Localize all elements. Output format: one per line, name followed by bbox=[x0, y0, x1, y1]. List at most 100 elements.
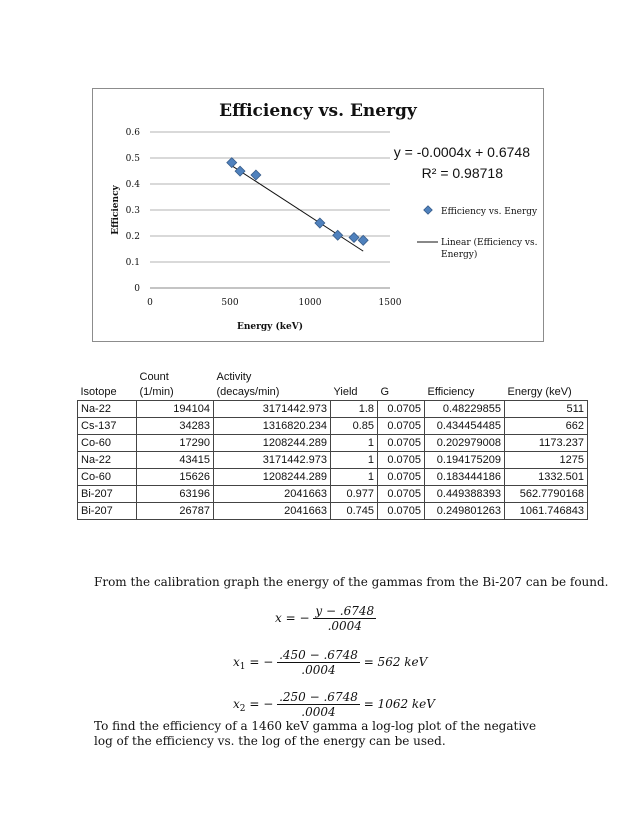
data-point bbox=[250, 169, 262, 181]
table-cell: Bi-207 bbox=[77, 485, 137, 503]
data-point bbox=[348, 231, 360, 244]
x-axis-label: Energy (keV) bbox=[237, 321, 303, 332]
equation-general: x = − y − .6748 .0004 bbox=[275, 604, 377, 633]
table-cell: 0.0705 bbox=[377, 485, 425, 503]
eq2-equals: = − bbox=[245, 655, 274, 669]
table-cell: 26787 bbox=[136, 502, 214, 520]
table-row: Na-22 194104 3171442.973 1.8 0.0705 0.4822985… bbox=[77, 400, 588, 418]
table-cell: 2041663 bbox=[213, 485, 331, 503]
table-cell: Na-22 bbox=[77, 400, 137, 418]
eq3-lhs: x bbox=[233, 697, 240, 711]
legend-trendline-line2: Energy) bbox=[441, 249, 477, 260]
table-cell: 43415 bbox=[136, 451, 214, 469]
table-cell: 1275 bbox=[504, 451, 588, 469]
eq2-denominator: .0004 bbox=[301, 663, 336, 677]
table-cell: 0.0705 bbox=[377, 502, 425, 520]
equation-x2: x2 = − .250 − .6748 .0004 = 1062 keV bbox=[233, 690, 435, 719]
eq3-fraction: .250 − .6748 .0004 bbox=[277, 690, 360, 719]
paragraph-intro: From the calibration graph the energy of… bbox=[94, 575, 609, 589]
table-row: Cs-137 34283 1316820.234 0.85 0.0705 0.434454… bbox=[77, 417, 588, 435]
eq2-numerator: .450 − .6748 bbox=[277, 648, 360, 663]
table-cell: 1332.501 bbox=[504, 468, 588, 486]
table-row: Bi-207 26787 2041663 0.745 0.0705 0.249801263… bbox=[77, 502, 588, 520]
table-row: Na-22 43415 3171442.973 1 0.0705 0.194175209 1… bbox=[77, 451, 588, 469]
table-row: Bi-207 63196 2041663 0.977 0.0705 0.449388393… bbox=[77, 485, 588, 503]
table-cell: 0.0705 bbox=[377, 434, 425, 452]
y-tick-label: 0.6 bbox=[126, 128, 141, 138]
data-point bbox=[314, 217, 326, 229]
table-cell: 0.745 bbox=[330, 502, 378, 520]
table-cell: 0.249801263 bbox=[424, 502, 505, 520]
table-cell: 662 bbox=[504, 417, 588, 435]
eq1-fraction: y − .6748 .0004 bbox=[313, 604, 377, 633]
header-cell-top bbox=[505, 370, 588, 385]
eq2-result: = 562 keV bbox=[363, 655, 428, 669]
trendline bbox=[231, 165, 364, 252]
table-cell: 0.0705 bbox=[377, 468, 425, 486]
header-cell-top: Count bbox=[139, 371, 169, 383]
eq3-subscript: 2 bbox=[239, 704, 246, 714]
legend-series-label: Efficiency vs. Energy bbox=[441, 207, 538, 217]
table-cell: 3171442.973 bbox=[213, 451, 331, 469]
eq1-numerator: y − .6748 bbox=[313, 604, 377, 619]
data-point bbox=[234, 165, 246, 177]
table-cell: 1 bbox=[330, 451, 378, 469]
table-cell: 1 bbox=[330, 434, 378, 452]
x-tick-label: 0 bbox=[147, 298, 153, 308]
data-point bbox=[332, 229, 344, 241]
table-cell: 0.0705 bbox=[377, 417, 425, 435]
table-cell: Co-60 bbox=[77, 468, 137, 486]
x-tick-label: 1000 bbox=[299, 298, 322, 308]
table-row: Co-60 17290 1208244.289 1 0.0705 0.202979008 1… bbox=[77, 434, 588, 452]
y-tick-label: 0.1 bbox=[126, 258, 140, 268]
data-point bbox=[357, 234, 369, 246]
table-cell: 0.434454485 bbox=[424, 417, 505, 435]
eq3-result: = 1062 keV bbox=[363, 697, 435, 711]
y-tick-label: 0.5 bbox=[126, 154, 141, 164]
table-cell: 0.183444186 bbox=[424, 468, 505, 486]
table-cell: 1173.237 bbox=[504, 434, 588, 452]
r-squared-label: R² = 0.98718 bbox=[422, 165, 504, 181]
table-cell: 0.977 bbox=[330, 485, 378, 503]
eq3-equals: = − bbox=[245, 697, 274, 711]
y-axis-label: Efficiency bbox=[111, 184, 121, 234]
legend-marker-diamond bbox=[423, 205, 433, 215]
eq2-fraction: .450 − .6748 .0004 bbox=[277, 648, 360, 677]
table-cell: 511 bbox=[504, 400, 588, 418]
table-cell: 1208244.289 bbox=[213, 434, 331, 452]
y-tick-label: 0 bbox=[134, 284, 140, 294]
table-body: Na-22 194104 3171442.973 1.8 0.0705 0.4822985… bbox=[77, 400, 588, 520]
table-cell: Na-22 bbox=[77, 451, 137, 469]
header-cell: G bbox=[377, 385, 425, 401]
eq2-lhs: x bbox=[233, 655, 240, 669]
table-cell: 1061.746843 bbox=[504, 502, 588, 520]
legend-trendline-line1: Linear (Efficiency vs. bbox=[441, 237, 538, 248]
chart-title: Efficiency vs. Energy bbox=[219, 101, 418, 121]
header-cell: Energy (keV) bbox=[504, 385, 588, 401]
table-cell: 3171442.973 bbox=[213, 400, 331, 418]
table-cell: 34283 bbox=[136, 417, 214, 435]
table-cell: 0.202979008 bbox=[424, 434, 505, 452]
table-cell: 15626 bbox=[136, 468, 214, 486]
table-cell: Cs-137 bbox=[77, 417, 137, 435]
table-cell: 63196 bbox=[136, 485, 214, 503]
table-cell: 0.85 bbox=[330, 417, 378, 435]
table-cell: 0.0705 bbox=[377, 400, 425, 418]
paragraph-loglog: To find the efficiency of a 1460 keV gam… bbox=[94, 719, 537, 748]
table-cell: 562.7790168 bbox=[504, 485, 588, 503]
eq2-subscript: 1 bbox=[239, 662, 246, 672]
table-cell: 2041663 bbox=[213, 502, 331, 520]
chart-frame bbox=[92, 88, 544, 342]
y-tick-label: 0.2 bbox=[126, 232, 140, 242]
x-axis-ticks: 0 500 1000 1500 bbox=[147, 298, 402, 308]
data-points bbox=[226, 157, 369, 246]
header-cell: Yield bbox=[330, 385, 378, 401]
header-cell-top bbox=[425, 370, 505, 385]
header-cell: (decays/min) bbox=[213, 385, 331, 401]
table-header-top: Count Activity bbox=[78, 370, 588, 385]
table-cell: Co-60 bbox=[77, 434, 137, 452]
table-cell: 1316820.234 bbox=[213, 417, 331, 435]
x-tick-label: 500 bbox=[221, 298, 238, 308]
y-tick-label: 0.3 bbox=[126, 206, 141, 216]
header-cell-top: Activity bbox=[216, 371, 252, 383]
